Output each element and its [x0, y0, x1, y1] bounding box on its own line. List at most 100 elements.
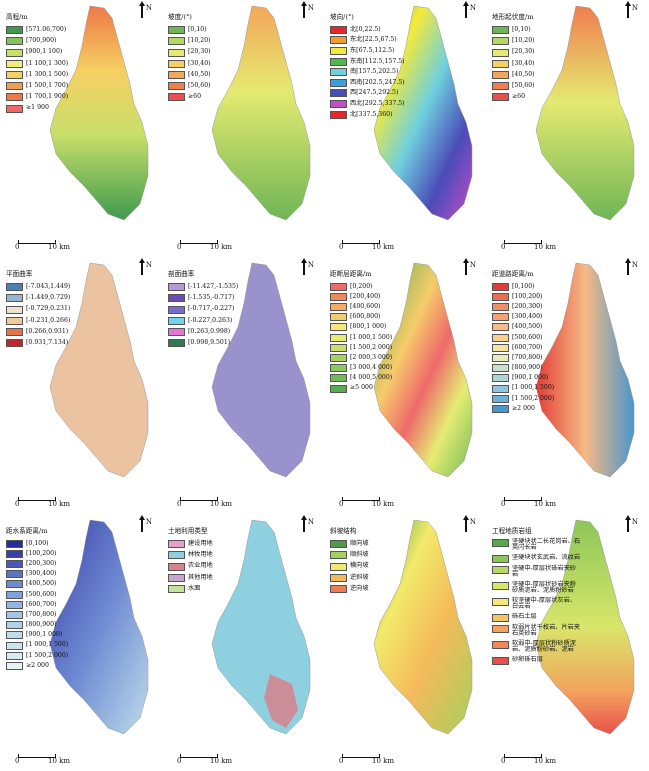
scale-unit: 10 km	[210, 757, 233, 765]
legend-label: [500,600)	[26, 590, 57, 598]
legend-label: [800,900)	[512, 364, 543, 372]
legend-label: [50,60)	[512, 82, 535, 90]
north-arrow-icon	[462, 1, 469, 18]
legend-label: ≥1 900	[26, 104, 49, 112]
legend-swatch	[168, 37, 185, 46]
legend-item: [1 500,1 700)	[6, 81, 68, 92]
legend-item: 横向坡	[330, 561, 369, 572]
legend-item: [100,200)	[6, 549, 68, 559]
north-arrow: N	[138, 258, 152, 275]
legend-swatch	[6, 570, 23, 579]
legend-item: [500,600)	[6, 590, 68, 600]
legend-item: [1 500,2 000)	[492, 394, 554, 404]
legend-label: 逆斜坡	[350, 573, 369, 581]
legend-item: 南[157.5,202.5)	[330, 67, 405, 78]
legend-swatch	[492, 640, 509, 649]
scale-unit: 10 km	[48, 757, 71, 765]
legend-label: 东[67.5,112.5)	[350, 46, 395, 54]
legend-swatch	[330, 374, 347, 383]
legend-item: 北[0,22.5)	[330, 25, 405, 36]
legend-swatch	[330, 292, 347, 301]
study-area-shape	[373, 519, 473, 735]
legend-swatch	[492, 404, 509, 413]
legend-swatch	[168, 93, 185, 102]
legend-swatch	[6, 590, 23, 599]
legend: 平面曲率 [-7.043,1.449) [-1.449,0.729) [-0.729,…	[6, 271, 70, 349]
legend-label: 北[0,22.5)	[350, 25, 381, 33]
legend-label: [100,200)	[26, 549, 57, 557]
legend-item: [-0.231,0.266)	[6, 315, 70, 326]
legend-item: 林牧用地	[168, 550, 213, 561]
legend-label: [-0.231,0.266)	[26, 316, 71, 324]
legend-label: 西北[292.5,337.5)	[350, 99, 405, 107]
legend-swatch	[330, 47, 347, 56]
scale-bar-line	[342, 240, 380, 244]
north-arrow-icon	[624, 258, 631, 275]
scale-zero: 0	[177, 757, 182, 765]
legend-item: [0,10)	[168, 25, 211, 36]
legend-label: [40,50)	[188, 70, 211, 78]
legend: 土地利用类型 建设用地 林牧用地 农业用地 其他用地 水面	[168, 528, 213, 595]
scale-zero: 0	[501, 500, 506, 508]
legend: 高程/m [571.06,700) [700,900) [900,1 100) [1 1…	[6, 14, 68, 114]
legend-swatch	[6, 70, 23, 79]
legend-item: 逆斜坡	[330, 572, 369, 583]
legend-label: [10,20)	[188, 37, 211, 45]
legend-label: [-1.449,0.729)	[26, 294, 71, 302]
legend-label: [200,300)	[512, 302, 543, 310]
legend-label: [0,200)	[350, 282, 373, 290]
legend: 斜坡结构 顺向坡 顺斜坡 横向坡 逆斜坡 逆向坡	[330, 528, 369, 595]
legend-item: [1 000,1 500)	[330, 333, 392, 343]
legend-label: [600,700)	[26, 600, 57, 608]
legend-item: [0,10)	[492, 25, 535, 36]
scale-bar-line	[180, 754, 218, 758]
legend-item: [200,400)	[330, 292, 392, 302]
north-label: N	[469, 4, 476, 12]
legend-item: [1 000,1 500)	[6, 640, 68, 650]
map-panel-fault-distance: 距断层距离/m [0,200) [200,400) [400,600) [600,800…	[324, 257, 486, 514]
map-panel-river-distance: 距水系距离/m [0,100) [100,200) [200,300) [300,400…	[0, 514, 162, 771]
legend-item: [0.931,7.134)	[6, 338, 70, 349]
legend-label: [1 500,2 000)	[350, 343, 393, 351]
scale-zero: 0	[501, 757, 506, 765]
legend-item: [700,800)	[6, 610, 68, 620]
legend-item: [-0.227,0.263)	[168, 315, 238, 326]
legend-item: 其他用地	[168, 572, 213, 583]
legend-item: 顺向坡	[330, 539, 369, 550]
legend-item: 农业用地	[168, 561, 213, 572]
legend-title: 高程/m	[6, 13, 28, 21]
legend-title: 地形起伏度/m	[492, 13, 534, 21]
legend-label: [4 000,5 000)	[350, 374, 393, 382]
north-arrow: N	[138, 515, 152, 532]
legend-swatch	[168, 562, 185, 571]
legend-swatch	[330, 282, 347, 291]
map-panel-elevation: 高程/m [571.06,700) [700,900) [900,1 100) [1 1…	[0, 0, 162, 257]
legend-swatch	[168, 26, 185, 35]
legend: 剖面曲率 [-11.427,-1.535) [-1.535,-0.717) [-0.7…	[168, 271, 238, 349]
legend-swatch	[492, 613, 509, 622]
legend-item: ≥1 900	[6, 103, 68, 114]
legend-item: [0.263,0.998)	[168, 326, 238, 337]
legend-label: [30,40)	[188, 59, 211, 67]
legend-swatch	[492, 323, 509, 332]
scale-unit: 10 km	[534, 500, 557, 508]
legend-item: [-0.729,0.231)	[6, 304, 70, 315]
legend-swatch	[6, 37, 23, 46]
legend-swatch	[168, 283, 185, 292]
legend-title: 距断层距离/m	[330, 270, 372, 278]
legend-item: [700,800)	[492, 353, 554, 363]
map-panel-road-distance: 距道路距离/m [0,100) [100,200) [200,300) [300,400…	[486, 257, 648, 514]
legend-label: 较坚硬中-厚层状灰岩、白云岩	[512, 596, 576, 611]
legend-item: 坚硬块状玄武岩、流纹岩	[492, 554, 582, 563]
legend-label: [0,100)	[512, 282, 535, 290]
legend-item: [30,40)	[492, 58, 535, 69]
legend-item: [50,60)	[492, 81, 535, 92]
legend-swatch	[168, 540, 185, 549]
legend-label: [571.06,700)	[26, 26, 67, 34]
legend-label: 坚硬中-厚层状砾岩夹砂岩	[512, 564, 576, 579]
legend-swatch	[6, 600, 23, 609]
scale-bar-line	[342, 754, 380, 758]
legend: 坡度/(°) [0,10) [10,20) [20,30) [30,40) [40,50)…	[168, 14, 211, 103]
legend-swatch	[6, 82, 23, 91]
legend-item: 砂卵砾石层	[492, 656, 582, 665]
